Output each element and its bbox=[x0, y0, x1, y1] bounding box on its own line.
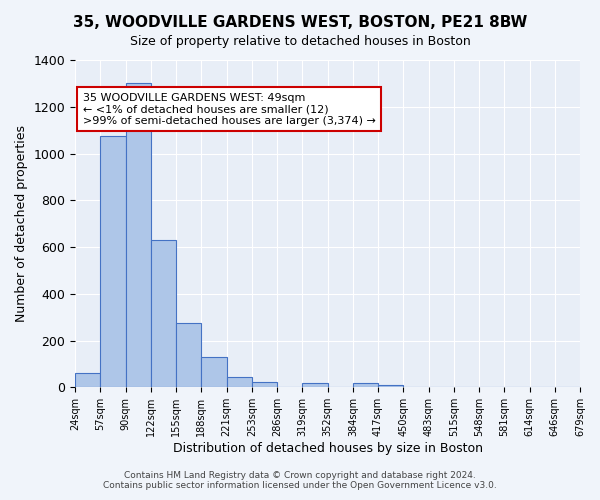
Bar bbox=[202, 357, 227, 388]
Text: Size of property relative to detached houses in Boston: Size of property relative to detached ho… bbox=[130, 35, 470, 48]
Bar bbox=[353, 382, 378, 388]
Bar bbox=[302, 382, 328, 388]
Bar bbox=[100, 136, 125, 388]
Bar bbox=[252, 382, 277, 388]
Text: 35, WOODVILLE GARDENS WEST, BOSTON, PE21 8BW: 35, WOODVILLE GARDENS WEST, BOSTON, PE21… bbox=[73, 15, 527, 30]
Bar bbox=[75, 374, 100, 388]
Text: Contains HM Land Registry data © Crown copyright and database right 2024.
Contai: Contains HM Land Registry data © Crown c… bbox=[103, 470, 497, 490]
Text: 35 WOODVILLE GARDENS WEST: 49sqm
← <1% of detached houses are smaller (12)
>99% : 35 WOODVILLE GARDENS WEST: 49sqm ← <1% o… bbox=[83, 92, 376, 126]
Bar bbox=[227, 377, 252, 388]
Bar bbox=[378, 385, 403, 388]
X-axis label: Distribution of detached houses by size in Boston: Distribution of detached houses by size … bbox=[173, 442, 482, 455]
Bar bbox=[176, 323, 202, 388]
Bar bbox=[151, 240, 176, 388]
Y-axis label: Number of detached properties: Number of detached properties bbox=[15, 125, 28, 322]
Bar bbox=[125, 84, 151, 388]
